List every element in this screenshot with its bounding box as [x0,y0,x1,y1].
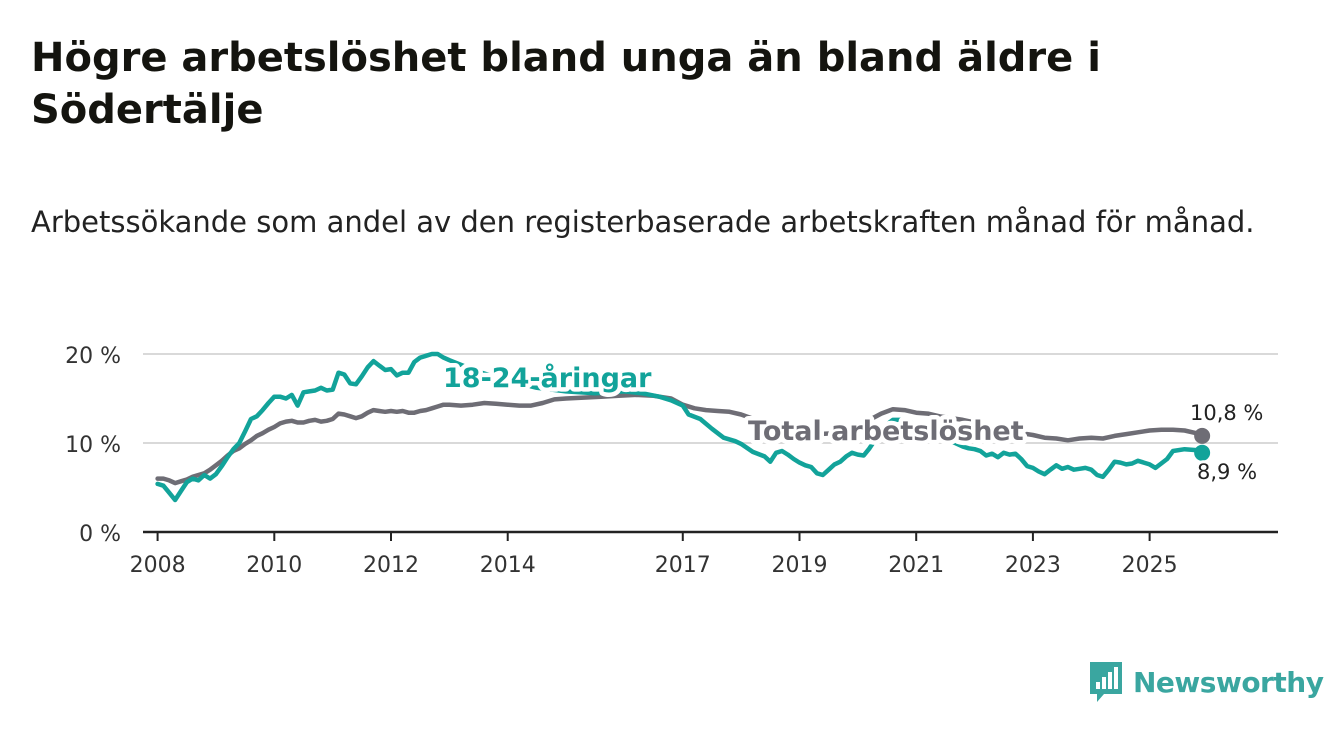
x-tick-label: 2023 [1005,553,1061,578]
chart-title: Högre arbetslöshet bland unga än bland ä… [31,35,1101,133]
x-tick-label: 2019 [771,553,827,578]
x-tick-label: 2008 [130,553,186,578]
youth-unemployment-line [155,351,1205,503]
line-chart: 0 % 10 % 20 % 2008 2010 2012 2014 2017 2019 2021… [65,344,1278,578]
chart-subtitle: Arbetssökande som andel av den registerb… [31,205,1255,239]
youth-end-label: 8,9 % [1197,460,1257,484]
x-tick-label: 2025 [1122,553,1178,578]
youth-series-label: 18-24-åringar [443,362,652,394]
series-lines [155,351,1211,503]
total-end-label: 10,8 % [1190,401,1263,425]
x-tick-label: 2010 [246,553,302,578]
x-axis-ticks: 2008 2010 2012 2014 2017 2019 2021 2023 2025 [130,530,1278,578]
x-tick-label: 2014 [480,553,536,578]
total-end-point [1194,427,1211,444]
total-unemployment-line [155,392,1205,486]
newsworthy-logo-icon [1090,662,1122,702]
x-tick-label: 2017 [655,553,711,578]
total-series-label: Total arbetslöshet [748,416,1024,447]
youth-end-point [1194,444,1211,461]
gridlines [143,353,1278,444]
brand-logo[interactable]: Newsworthy [1088,660,1324,704]
x-tick-label: 2012 [363,553,419,578]
brand-name: Newsworthy [1133,665,1324,699]
y-tick-label: 10 % [65,433,121,458]
y-tick-label: 0 % [79,522,121,547]
y-axis-ticks: 0 % 10 % 20 % [65,344,121,547]
series-labels: 18-24-åringar Total arbetslöshet 10,8 % 8,9… [439,358,1267,488]
y-tick-label: 20 % [65,344,121,369]
x-tick-label: 2021 [888,553,944,578]
